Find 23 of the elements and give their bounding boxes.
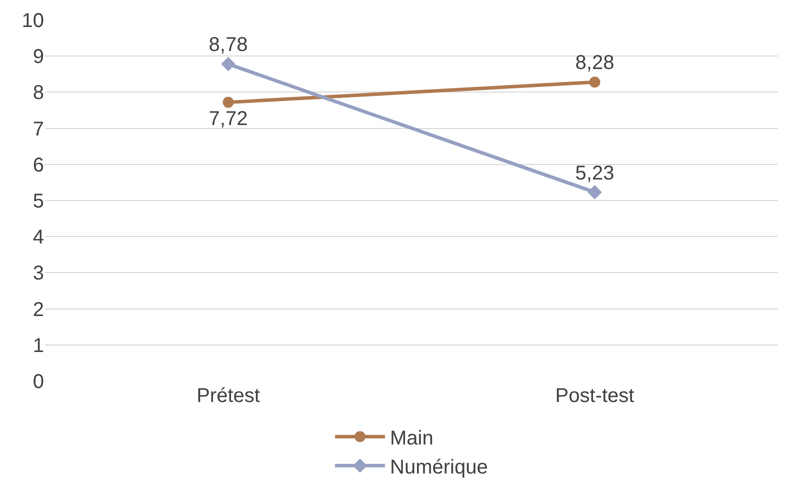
- y-tick-label: 0: [32, 371, 44, 393]
- legend-label: Numérique: [390, 456, 488, 478]
- y-tick-label: 5: [32, 190, 44, 212]
- x-tick-label: Prétest: [196, 385, 260, 407]
- y-tick-label: 4: [32, 226, 44, 249]
- point: [589, 76, 600, 88]
- y-tick-label: 8: [32, 82, 44, 104]
- point: [588, 185, 602, 200]
- y-tick-label: 2: [32, 298, 44, 321]
- y-tick-label: 6: [32, 154, 44, 176]
- y-tick-label: 7: [32, 118, 44, 140]
- y-tick-label: 1: [32, 334, 44, 357]
- data-label: 8,78: [208, 34, 248, 56]
- point: [221, 56, 236, 72]
- x-tick-label: Post-test: [555, 385, 635, 407]
- y-tick-label: 10: [22, 10, 44, 32]
- legend-label: Main: [390, 427, 434, 450]
- y-tick-label: 9: [32, 46, 44, 68]
- y-tick-label: 3: [32, 262, 44, 285]
- point: [222, 96, 234, 108]
- data-label: 7,72: [208, 108, 248, 130]
- data-label: 5,23: [575, 162, 614, 184]
- data-label: 8,28: [575, 52, 614, 74]
